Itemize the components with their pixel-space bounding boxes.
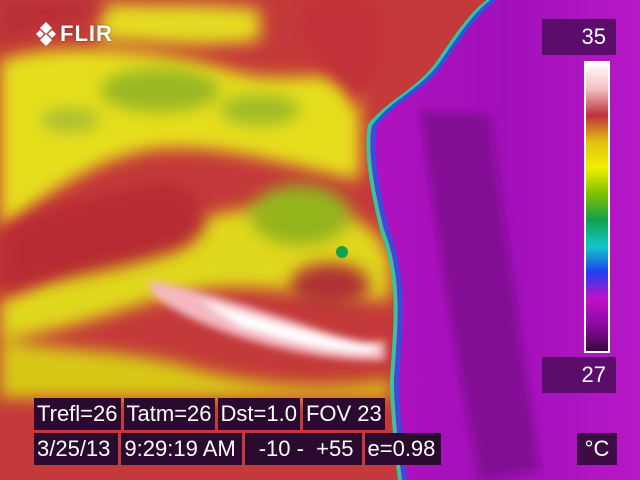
fov-value: FOV 23 [302,398,385,430]
scale-max-label: 35 [542,19,616,55]
time-value: 9:29:19 AM [121,433,242,465]
hot-streak [150,280,385,361]
cool-spot [336,246,348,258]
scale-min-label: 27 [542,357,616,393]
edge-blue [371,0,496,480]
parameter-row: Trefl=26 Tatm=26 Dst=1.0 FOV 23 [34,398,388,430]
flir-diamond-logo-icon [36,22,56,46]
dark-slab [420,110,540,480]
green-patches [40,68,350,245]
unit-label: °C [577,433,617,465]
color-scale-bar [584,61,610,353]
status-row: 3/25/13 9:29:19 AM -10 - +55 e=0.98 [34,433,444,465]
tatm-value: Tatm=26 [123,398,215,430]
edge-cyan [366,0,492,480]
trefl-value: Trefl=26 [34,398,121,430]
emissivity-value: e=0.98 [364,433,442,465]
dst-value: Dst=1.0 [217,398,300,430]
flir-logo: FLIR [36,20,113,48]
red-zones [0,0,384,307]
date-value: 3/25/13 [34,433,119,465]
range-value: -10 - +55 [244,433,362,465]
logo-text: FLIR [60,21,113,46]
